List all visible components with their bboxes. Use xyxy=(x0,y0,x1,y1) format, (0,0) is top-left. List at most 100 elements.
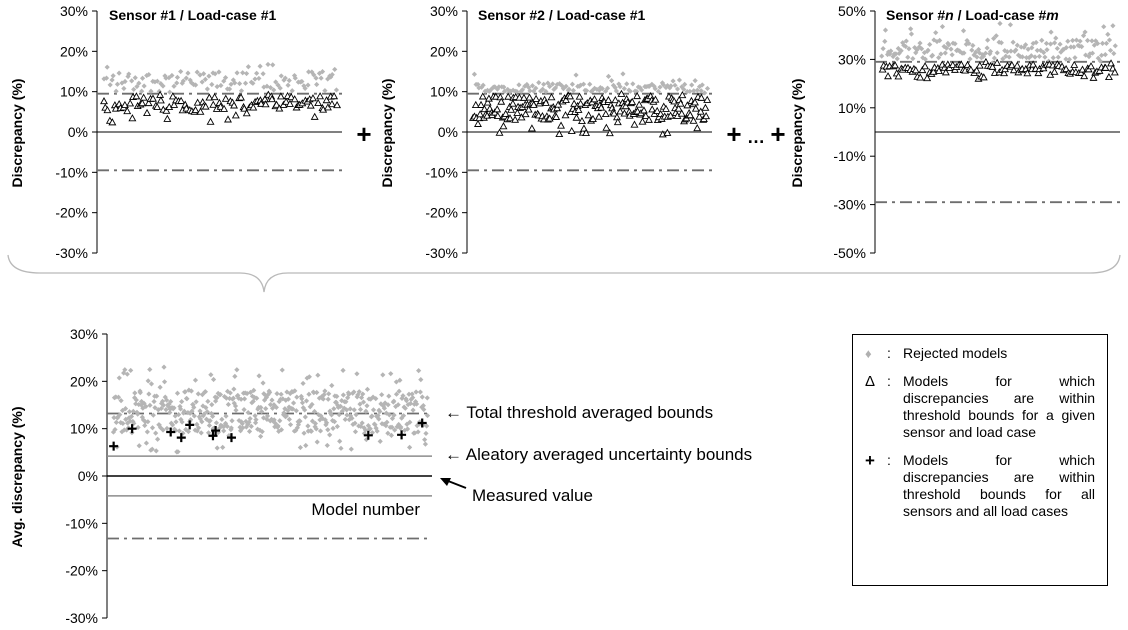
rejected-point xyxy=(1000,56,1006,62)
rejected-point xyxy=(492,84,498,90)
rejected-point xyxy=(282,406,288,412)
rejected-point xyxy=(171,83,177,89)
rejected-point xyxy=(267,389,273,396)
rejected-point xyxy=(627,88,633,94)
accepted-point xyxy=(527,124,536,132)
rejected-point xyxy=(214,445,220,451)
rejected-point xyxy=(416,368,422,374)
rejected-point xyxy=(964,37,970,44)
accepted-point xyxy=(921,62,930,70)
rejected-point xyxy=(1043,40,1050,47)
accepted-point xyxy=(495,128,504,136)
rejected-point xyxy=(333,87,340,93)
accepted-point xyxy=(628,97,637,105)
panel3-y-axis-label: Discrepancy (%) xyxy=(789,79,805,188)
rejected-point xyxy=(1023,55,1030,61)
rejected-point xyxy=(399,395,405,401)
rejected-point xyxy=(560,86,567,92)
rejected-point xyxy=(113,88,119,94)
rejected-point xyxy=(927,41,933,48)
rejected-point xyxy=(326,391,332,397)
rejected-point xyxy=(181,408,187,414)
rejected-point xyxy=(132,75,138,81)
rejected-point xyxy=(609,77,615,84)
rejected-point xyxy=(262,392,268,398)
rejected-point xyxy=(243,424,249,430)
rejected-point xyxy=(908,26,914,32)
rejected-point xyxy=(580,81,587,87)
rejected-point xyxy=(192,377,199,383)
rejected-point xyxy=(914,47,920,53)
accepted-point xyxy=(918,65,927,74)
rejected-point xyxy=(617,84,623,90)
rejected-point xyxy=(112,426,118,433)
rejected-point xyxy=(529,83,536,89)
accepted-point xyxy=(703,95,712,103)
rejected-point xyxy=(599,86,605,92)
rejected-point xyxy=(997,20,1003,27)
rejected-point xyxy=(226,86,233,92)
accepted-point xyxy=(493,111,502,120)
accepted-point xyxy=(547,93,556,101)
accepted-point xyxy=(641,111,650,119)
legend-item-rejected: ♦ : Rejected models xyxy=(865,345,1095,362)
plus-point xyxy=(397,430,407,440)
rejected-point xyxy=(1089,38,1095,44)
rejected-point xyxy=(1102,52,1108,58)
rejected-point xyxy=(966,40,972,47)
rejected-point xyxy=(413,389,419,395)
accepted-point xyxy=(497,97,506,105)
rejected-point xyxy=(214,395,220,401)
rejected-point xyxy=(188,388,194,394)
rejected-point xyxy=(293,408,299,414)
rejected-point xyxy=(659,80,666,86)
triangle-icon: Δ xyxy=(865,373,876,390)
rejected-point xyxy=(380,372,386,378)
rejected-point xyxy=(1047,41,1054,47)
accepted-point xyxy=(210,93,219,101)
accepted-point xyxy=(138,99,147,107)
rejected-point xyxy=(256,75,262,82)
rejected-point xyxy=(610,82,617,88)
rejected-point xyxy=(978,55,985,61)
accepted-point xyxy=(645,115,653,123)
rejected-point xyxy=(424,423,430,429)
rejected-point xyxy=(655,88,661,95)
rejected-point xyxy=(1105,31,1111,37)
rejected-point xyxy=(916,44,922,50)
rejected-point xyxy=(692,78,698,84)
rejected-point xyxy=(1054,45,1060,52)
rejected-point xyxy=(346,391,352,397)
rejected-point xyxy=(111,415,117,421)
rejected-point xyxy=(175,449,181,455)
accepted-point xyxy=(948,60,957,69)
rejected-point xyxy=(191,413,197,419)
rejected-point xyxy=(132,390,138,396)
accepted-point xyxy=(691,98,699,106)
plus-point xyxy=(185,420,195,430)
y-tick-label: 10% xyxy=(60,84,88,100)
rejected-point xyxy=(352,420,358,426)
rejected-point xyxy=(160,83,166,89)
accepted-point xyxy=(513,108,522,116)
accepted-point xyxy=(566,92,575,100)
rejected-point xyxy=(973,49,979,55)
rejected-point xyxy=(227,390,233,396)
rejected-point xyxy=(364,386,371,392)
rejected-point xyxy=(689,82,695,88)
rejected-point xyxy=(1010,39,1016,45)
accepted-point xyxy=(610,109,619,117)
rejected-point xyxy=(550,81,556,87)
rejected-point xyxy=(205,398,211,405)
accepted-point xyxy=(108,118,117,126)
rejected-point xyxy=(127,418,133,424)
accepted-point xyxy=(662,104,670,112)
accepted-point xyxy=(525,93,534,101)
rejected-point xyxy=(936,55,942,61)
rejected-point xyxy=(130,408,136,414)
rejected-point xyxy=(397,377,403,383)
y-tick-label: 0% xyxy=(68,124,88,140)
accepted-point xyxy=(272,100,281,108)
rejected-point xyxy=(985,37,991,43)
rejected-point xyxy=(129,78,135,84)
